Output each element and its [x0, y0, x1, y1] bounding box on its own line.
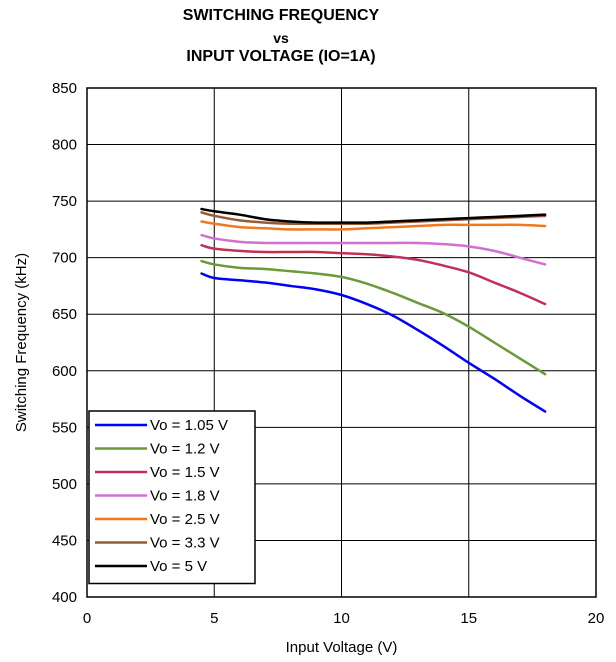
y-tick-label: 800	[52, 137, 77, 154]
x-tick-label: 10	[333, 610, 350, 627]
legend-label-vo-3-3-v: Vo = 3.3 V	[150, 535, 220, 552]
series-line-vo-5-v	[200, 207, 547, 224]
series-line-vo-1-2-v	[200, 259, 547, 376]
series-line-vo-1-05-v	[200, 272, 547, 413]
chart-title-line-2: vs	[273, 30, 289, 46]
legend-label-vo-1-2-v: Vo = 1.2 V	[150, 441, 220, 458]
legend-label-vo-5-v: Vo = 5 V	[150, 558, 207, 575]
y-tick-label: 450	[52, 532, 77, 549]
legend-label-vo-1-8-v: Vo = 1.8 V	[150, 488, 220, 505]
x-axis-label: Input Voltage (V)	[286, 639, 398, 656]
series-line-vo-2-5-v	[200, 220, 547, 231]
y-tick-label: 600	[52, 363, 77, 380]
y-tick-label: 550	[52, 419, 77, 436]
x-tick-label: 0	[83, 610, 91, 627]
legend-label-vo-1-5-v: Vo = 1.5 V	[150, 464, 220, 481]
ticks-layer: 0 5 10 15 20 400 450 500 550 600 650 700 750 800 850	[52, 80, 604, 627]
legend: Vo = 1.05 V Vo = 1.2 V Vo = 1.5 V Vo = 1.8 …	[88, 410, 256, 585]
series-line-vo-1-8-v	[200, 233, 547, 266]
x-tick-label: 15	[460, 610, 477, 627]
x-tick-label: 5	[210, 610, 218, 627]
legend-label-vo-1-05-v: Vo = 1.05 V	[150, 417, 228, 434]
y-tick-label: 700	[52, 250, 77, 267]
x-tick-label: 20	[588, 610, 605, 627]
y-tick-label: 500	[52, 476, 77, 493]
y-tick-label: 650	[52, 306, 77, 323]
legend-box	[88, 410, 256, 585]
chart-title-line-3: INPUT VOLTAGE (IO=1A)	[186, 48, 376, 65]
y-tick-label: 750	[52, 193, 77, 210]
chart-title-line-1: SWITCHING FREQUENCY	[182, 7, 380, 24]
series-line-vo-1-5-v	[200, 243, 547, 306]
y-tick-label: 850	[52, 80, 77, 97]
plot-frame	[86, 87, 597, 598]
series-layer	[200, 207, 547, 413]
y-axis-label: Switching Frequency (kHz)	[13, 253, 30, 432]
legend-label-vo-2-5-v: Vo = 2.5 V	[150, 511, 220, 528]
y-tick-label: 400	[52, 589, 77, 606]
